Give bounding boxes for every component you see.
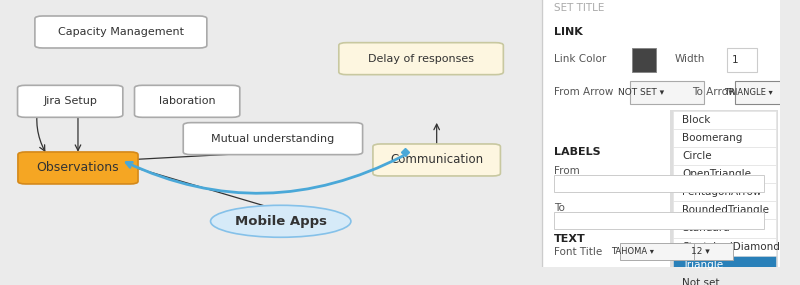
Text: OpenTriangle: OpenTriangle xyxy=(682,169,751,179)
Text: TRIANGLE ▾: TRIANGLE ▾ xyxy=(725,88,774,97)
Text: TAHOMA ▾: TAHOMA ▾ xyxy=(611,247,654,256)
Text: Width: Width xyxy=(675,54,706,64)
FancyBboxPatch shape xyxy=(673,111,776,129)
FancyBboxPatch shape xyxy=(554,175,764,192)
Text: Delay of responses: Delay of responses xyxy=(368,54,474,64)
Text: Communication: Communication xyxy=(390,153,483,166)
FancyBboxPatch shape xyxy=(339,43,503,75)
Text: Circle: Circle xyxy=(682,151,712,161)
Text: Link Color: Link Color xyxy=(554,54,606,64)
FancyBboxPatch shape xyxy=(734,81,800,104)
Text: PentagonArrow: PentagonArrow xyxy=(682,187,762,197)
Text: From Arrow: From Arrow xyxy=(554,87,614,97)
Text: RoundedTriangle: RoundedTriangle xyxy=(682,205,769,215)
Text: Mobile Apps: Mobile Apps xyxy=(234,215,326,228)
Text: To: To xyxy=(554,203,565,213)
Text: Triangle: Triangle xyxy=(682,260,723,270)
FancyBboxPatch shape xyxy=(673,238,776,256)
FancyBboxPatch shape xyxy=(630,81,704,104)
Text: Observations: Observations xyxy=(37,162,119,174)
FancyBboxPatch shape xyxy=(632,48,656,72)
FancyBboxPatch shape xyxy=(673,129,776,147)
Text: Block: Block xyxy=(682,115,710,125)
Text: StretchedDiamond: StretchedDiamond xyxy=(682,242,780,252)
Text: Font Title: Font Title xyxy=(554,247,602,257)
Text: laboration: laboration xyxy=(159,96,215,106)
FancyBboxPatch shape xyxy=(673,219,776,238)
FancyBboxPatch shape xyxy=(554,212,764,229)
FancyBboxPatch shape xyxy=(694,243,733,260)
FancyBboxPatch shape xyxy=(134,85,240,117)
Text: 1: 1 xyxy=(732,55,739,65)
Text: TEXT: TEXT xyxy=(554,234,586,244)
Text: Not set: Not set xyxy=(682,278,720,285)
Text: LINK: LINK xyxy=(554,27,582,37)
FancyBboxPatch shape xyxy=(621,243,694,260)
Bar xyxy=(0,0,542,266)
FancyBboxPatch shape xyxy=(673,165,776,183)
FancyBboxPatch shape xyxy=(18,152,138,184)
FancyBboxPatch shape xyxy=(673,201,776,219)
FancyBboxPatch shape xyxy=(183,123,362,155)
FancyBboxPatch shape xyxy=(673,147,776,165)
FancyBboxPatch shape xyxy=(673,256,776,274)
Text: SET TITLE: SET TITLE xyxy=(554,3,604,13)
FancyBboxPatch shape xyxy=(673,183,776,201)
Bar xyxy=(542,0,780,266)
Text: NOT SET ▾: NOT SET ▾ xyxy=(618,88,664,97)
Text: LABELS: LABELS xyxy=(554,147,601,157)
Text: Mutual understanding: Mutual understanding xyxy=(211,134,334,144)
Text: Capacity Management: Capacity Management xyxy=(58,27,184,37)
Text: 12 ▾: 12 ▾ xyxy=(690,247,710,256)
FancyBboxPatch shape xyxy=(373,144,501,176)
Text: Jira Setup: Jira Setup xyxy=(43,96,97,106)
Text: To Arrow: To Arrow xyxy=(692,87,736,97)
Text: From: From xyxy=(554,166,579,176)
Ellipse shape xyxy=(210,205,351,237)
Text: Boomerang: Boomerang xyxy=(682,133,742,143)
FancyBboxPatch shape xyxy=(35,16,207,48)
FancyBboxPatch shape xyxy=(18,85,123,117)
FancyBboxPatch shape xyxy=(673,274,776,285)
FancyArrowPatch shape xyxy=(126,156,403,193)
FancyBboxPatch shape xyxy=(727,48,757,72)
Text: Standard: Standard xyxy=(682,223,730,233)
FancyBboxPatch shape xyxy=(670,110,778,285)
